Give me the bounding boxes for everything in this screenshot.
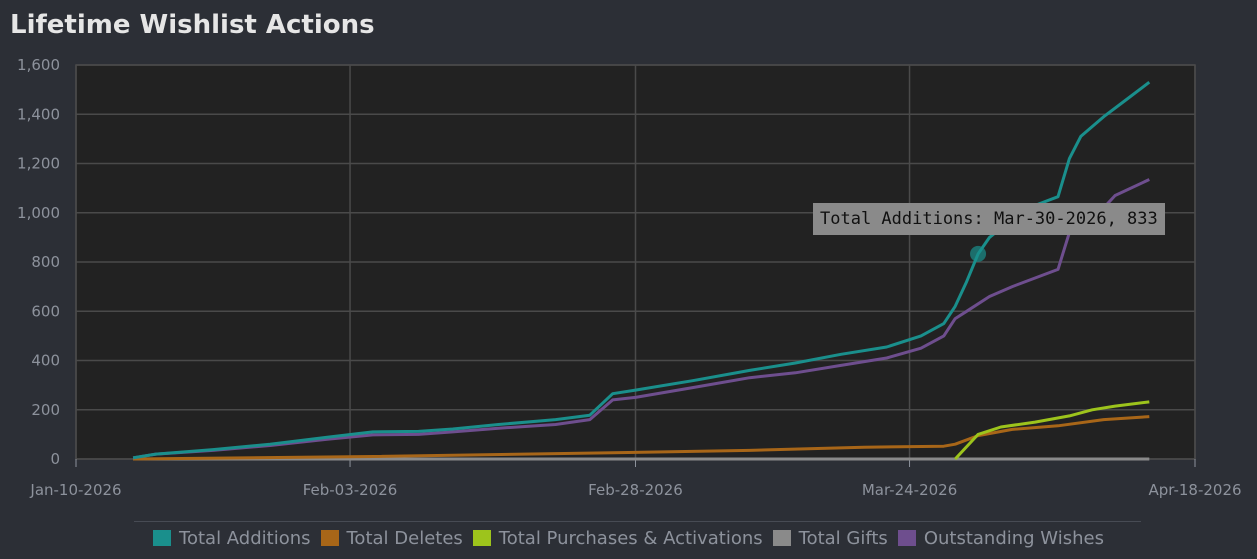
x-tick-label: Apr-18-2026 (1148, 481, 1241, 499)
legend-label: Total Purchases & Activations (498, 527, 763, 549)
legend-item-total-deletes[interactable]: Total Deletes (320, 527, 463, 549)
series-line-total-additions[interactable] (132, 81, 1151, 460)
series-line-total-purchases-activations[interactable] (954, 400, 1150, 461)
y-tick-label: 1,400 (17, 105, 60, 123)
legend-swatch (153, 530, 172, 546)
y-axis: 0 200 400 600 800 1,000 1,200 1,400 1,600 (17, 56, 60, 468)
series-line-outstanding-wishes[interactable] (132, 178, 1150, 460)
legend-item-outstanding-wishes[interactable]: Outstanding Wishes (897, 527, 1104, 549)
x-tick-label: Mar-24-2026 (862, 481, 957, 499)
y-tick-label: 800 (31, 253, 60, 271)
tooltip-point-marker[interactable] (970, 245, 987, 262)
series-lines (132, 81, 1151, 461)
y-tick-label: 600 (31, 302, 60, 320)
legend-swatch (472, 530, 491, 546)
legend-item-total-purchases-activations[interactable]: Total Purchases & Activations (472, 527, 763, 549)
legend-divider (134, 521, 1141, 522)
legend-item-total-additions[interactable]: Total Additions (153, 527, 311, 549)
x-axis: Jan-10-2026 Feb-03-2026 Feb-28-2026 Mar-24-… (29, 459, 1242, 499)
x-tick-label: Feb-28-2026 (588, 481, 683, 499)
legend-swatch (897, 530, 916, 546)
legend-swatch (320, 530, 339, 546)
y-tick-label: 400 (31, 352, 60, 370)
legend-label: Total Gifts (798, 527, 888, 549)
legend-item-total-gifts[interactable]: Total Gifts (772, 527, 888, 549)
y-tick-label: 1,000 (17, 204, 60, 222)
legend-label: Outstanding Wishes (923, 527, 1104, 549)
x-tick-label: Jan-10-2026 (29, 481, 121, 499)
y-tick-label: 1,600 (17, 56, 60, 74)
grid-lines (75, 64, 1196, 460)
chart-title: Lifetime Wishlist Actions (10, 10, 375, 40)
line-chart: 0 200 400 600 800 1,000 1,200 1,400 1,600 Jan-10… (17, 56, 1242, 499)
x-tick-label: Feb-03-2026 (303, 481, 398, 499)
y-tick-label: 200 (31, 401, 60, 419)
y-tick-label: 0 (50, 450, 60, 468)
legend-label: Total Deletes (346, 527, 463, 549)
legend-items: Total Additions Total Deletes Total Purcha… (153, 528, 1104, 549)
legend-swatch (772, 530, 791, 546)
legend-label: Total Additions (179, 527, 311, 549)
legend: Total Additions Total Deletes Total Purcha… (0, 521, 1257, 555)
series-line-total-deletes[interactable] (133, 415, 1150, 461)
tooltip: Total Additions: Mar-30-2026, 833 (813, 203, 1165, 235)
y-tick-label: 1,200 (17, 155, 60, 173)
